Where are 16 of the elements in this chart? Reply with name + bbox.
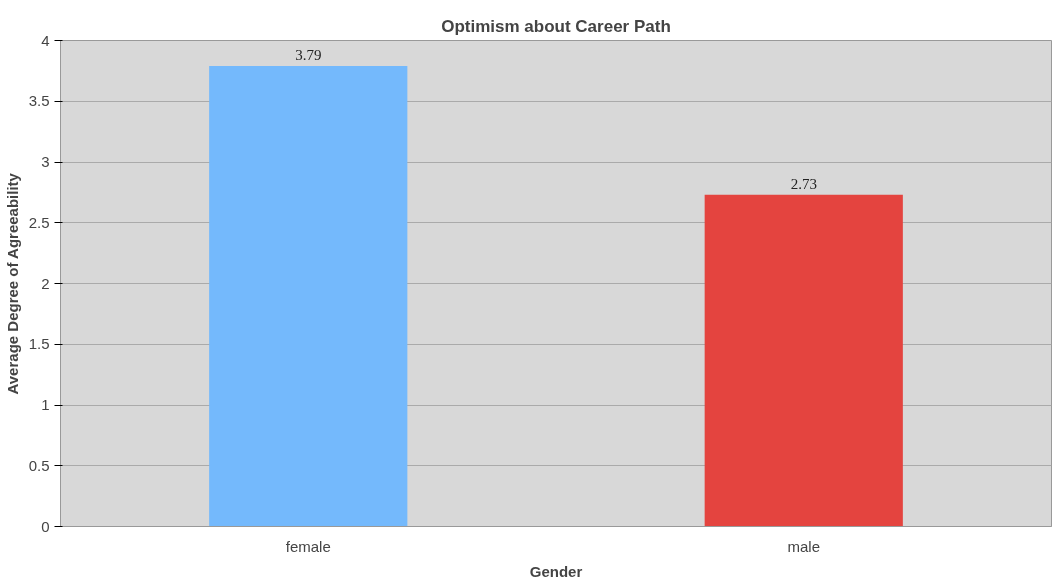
y-tick-label: 0.5 [28, 456, 50, 474]
data-label: 3.79 [295, 47, 322, 64]
y-tick-label: 3.5 [28, 92, 50, 110]
y-tick-label: 2.5 [28, 213, 50, 231]
x-axis-title: Gender [529, 562, 583, 580]
x-tick-label: male [787, 537, 821, 555]
y-tick-label: 2 [41, 274, 50, 292]
chart-title: Optimism about Career Path [441, 16, 671, 36]
y-axis-title: Average Degree of Agreeability [3, 172, 21, 395]
y-tick-label: 3 [41, 153, 50, 170]
y-tick-label: 1.5 [28, 335, 50, 353]
y-tick-label: 1 [41, 396, 50, 413]
y-tick-label: 4 [41, 31, 50, 49]
x-tick-label: female [285, 537, 331, 555]
y-tick-label: 0 [41, 517, 50, 535]
data-label: 2.73 [790, 175, 817, 192]
